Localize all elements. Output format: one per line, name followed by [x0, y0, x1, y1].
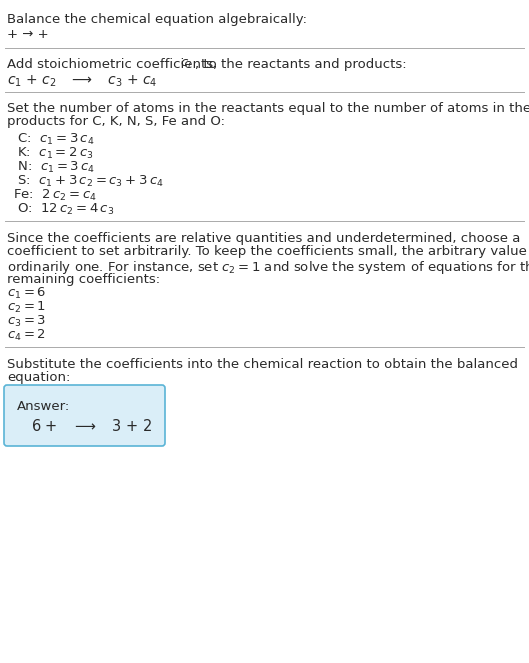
Text: ordinarily one. For instance, set $c_2 = 1$ and solve the system of equations fo: ordinarily one. For instance, set $c_2 =…: [7, 259, 529, 276]
Text: N:  $c_1 = 3\,c_4$: N: $c_1 = 3\,c_4$: [13, 160, 95, 175]
Text: + → +: + → +: [7, 27, 49, 40]
Text: $c_2 = 1$: $c_2 = 1$: [7, 300, 46, 315]
Text: Set the number of atoms in the reactants equal to the number of atoms in the: Set the number of atoms in the reactants…: [7, 102, 529, 115]
Text: Since the coefficients are relative quantities and underdetermined, choose a: Since the coefficients are relative quan…: [7, 232, 521, 245]
Text: , to the reactants and products:: , to the reactants and products:: [195, 58, 407, 71]
Text: $c_3 = 3$: $c_3 = 3$: [7, 314, 46, 329]
Text: $c_1 = 6$: $c_1 = 6$: [7, 286, 47, 301]
Text: coefficient to set arbitrarily. To keep the coefficients small, the arbitrary va: coefficient to set arbitrarily. To keep …: [7, 245, 529, 259]
Text: 6 +   $\longrightarrow$   3 + 2: 6 + $\longrightarrow$ 3 + 2: [31, 418, 152, 434]
Text: Answer:: Answer:: [17, 400, 70, 413]
Text: Balance the chemical equation algebraically:: Balance the chemical equation algebraica…: [7, 13, 307, 26]
FancyBboxPatch shape: [4, 385, 165, 446]
Text: Fe:  $2\,c_2 = c_4$: Fe: $2\,c_2 = c_4$: [13, 188, 97, 203]
Text: $c_i$: $c_i$: [180, 58, 192, 71]
Text: equation:: equation:: [7, 371, 70, 385]
Text: S:  $c_1 + 3\,c_2 = c_3 + 3\,c_4$: S: $c_1 + 3\,c_2 = c_3 + 3\,c_4$: [13, 174, 163, 189]
Text: products for C, K, N, S, Fe and O:: products for C, K, N, S, Fe and O:: [7, 115, 225, 129]
Text: $c_1$ + $c_2$   $\longrightarrow$   $c_3$ + $c_4$: $c_1$ + $c_2$ $\longrightarrow$ $c_3$ + …: [7, 74, 158, 89]
Text: Add stoichiometric coefficients,: Add stoichiometric coefficients,: [7, 58, 222, 71]
Text: $c_4 = 2$: $c_4 = 2$: [7, 328, 46, 343]
Text: C:  $c_1 = 3\,c_4$: C: $c_1 = 3\,c_4$: [13, 132, 94, 147]
Text: remaining coefficients:: remaining coefficients:: [7, 272, 160, 286]
Text: K:  $c_1 = 2\,c_3$: K: $c_1 = 2\,c_3$: [13, 146, 94, 161]
Text: Substitute the coefficients into the chemical reaction to obtain the balanced: Substitute the coefficients into the che…: [7, 358, 518, 371]
Text: O:  $12\,c_2 = 4\,c_3$: O: $12\,c_2 = 4\,c_3$: [13, 202, 114, 217]
